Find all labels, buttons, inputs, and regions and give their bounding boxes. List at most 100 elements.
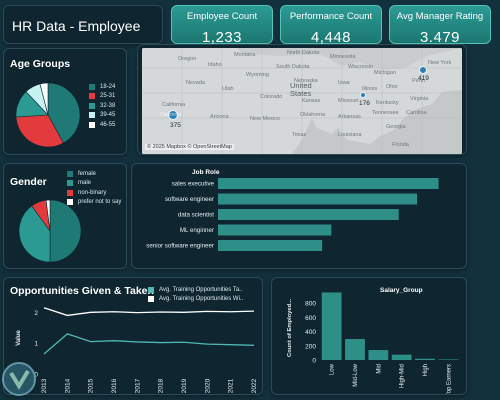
map-attribution[interactable]: © 2025 Mapbox © OpenStreetMap [145,144,234,150]
gender-title: Gender [10,176,47,188]
map-state-label: Ohio [386,84,398,90]
legend-swatch [67,199,73,206]
pie-slice-46-55[interactable] [39,83,49,116]
map-state-label: Penn. [412,78,427,84]
pie-slice-prefer-not-to-say[interactable] [45,200,51,232]
x-tick-label: High [423,364,429,376]
job-role-bar-chart[interactable]: sales executive software engineer data sci… [132,164,466,268]
map-state-label: Carolina [406,110,427,116]
legend-item[interactable]: female [67,169,121,179]
x-tick-label: Mid-Low [353,363,359,386]
x-tick-label: 2016 [111,378,118,393]
map-marker-value: 375 [170,122,181,129]
pie-slice-female[interactable] [49,200,81,262]
legend-item[interactable]: non-binary [67,188,121,198]
pie-slice-18-24[interactable] [47,83,80,144]
pie-slice-25-31[interactable] [16,114,64,147]
salary-bar[interactable] [345,339,365,360]
series-line[interactable] [43,333,255,355]
kpi-value: 1,233 [201,29,243,46]
map-state-label: Minnesota [330,54,356,60]
opportunities-panel: Opportunities Given & Taken Avg. Trainin… [3,277,263,395]
legend-item[interactable]: 25-31 [89,92,115,102]
legend-swatch [89,93,95,100]
map-state-label: California [162,102,186,108]
salary-bar[interactable] [438,359,459,360]
x-tick-label: 2015 [88,378,95,393]
kpi-label: Avg Manager Rating [396,11,484,22]
map-state-label: North Dakota [287,50,320,56]
map-marker-new-york[interactable] [419,66,427,74]
map-state-label: Virginia [410,96,429,102]
x-tick-label: 2020 [204,378,211,393]
job-role-label: ML enginner [180,227,214,234]
kpi-avg-manager-rating[interactable]: Avg Manager Rating 3.479 [389,5,491,46]
map-state-label: Wyoming [246,72,269,78]
job-role-bar[interactable] [218,240,323,251]
legend-item[interactable]: 46-55 [89,120,115,130]
kpi-label: Employee Count [186,11,258,22]
kpi-performance-count[interactable]: Performance Count 4,448 [280,5,382,46]
legend-item[interactable]: 18-24 [89,82,115,92]
job-role-bar[interactable] [218,178,439,189]
salary-bar[interactable] [321,292,342,360]
legend-item[interactable]: 32-38 [89,101,115,111]
y-tick-label: 400 [305,329,316,336]
legend-swatch [89,121,95,128]
legend-item[interactable]: Avg. Training Opportunities Ta.. [148,285,243,295]
x-tick-label: Mid [376,364,382,374]
map-state-label: Wisconsin [348,64,374,70]
age-groups-pie-chart[interactable] [16,83,80,147]
y-tick-label: 200 [305,343,316,350]
map-state-label: New Mexico [250,116,280,122]
gender-pie-chart[interactable] [19,200,81,262]
legend-swatch [148,296,154,303]
job-role-panel: Job Role sales executive software enginee… [131,163,467,269]
job-role-label: senior software engineer [146,243,214,250]
map-state-label: Louisiana [338,132,362,138]
job-role-title: Job Role [192,169,220,176]
job-role-bar[interactable] [218,224,332,236]
x-tick-label: Low [330,363,336,375]
kpi-label: Performance Count [289,11,373,22]
job-role-label: data scientist [178,212,214,219]
opportunities-line-chart[interactable]: 0 1 2 Value 2013 2014 2015 2016 2017 2018 2019 2020… [4,278,262,394]
map-state-label: Arizona [210,114,229,120]
y-tick-label: 1 [34,341,38,348]
legend-item[interactable]: Avg. Training Opportunities Wi.. [148,295,243,305]
legend-swatch [67,189,73,196]
x-tick-label: High-Mid [400,364,406,388]
salary-bar[interactable] [391,354,412,360]
job-role-bar[interactable] [218,209,399,220]
y-tick-label: 600 [305,315,316,322]
pie-slice-male[interactable] [19,205,51,262]
legend-item[interactable]: male [67,179,121,189]
opportunities-legend: Avg. Training Opportunities Ta.. Avg. Tra… [148,285,243,304]
salary-bar-chart[interactable]: 0 200 400 600 800 Count of Employed... Low Mid-… [272,278,466,394]
logo-icon [2,362,36,396]
y-tick-label: 800 [305,301,316,308]
salary-bar[interactable] [368,350,389,360]
map-state-label: Colorado [260,94,283,100]
legend-item[interactable]: prefer not to say [67,198,121,208]
legend-label: male [78,180,92,187]
map-marker-california[interactable] [168,110,178,120]
salary-bar[interactable] [415,358,435,360]
us-map[interactable]: Oregon Idaho Montana North Dakota Minnes… [142,48,462,154]
legend-swatch [89,83,95,90]
country-label: United States [290,81,312,98]
map-marker-illinois[interactable] [360,92,366,98]
salary-panel: Salary_Group 0 200 400 600 800 Count of Emplo… [271,277,467,395]
age-groups-title: Age Groups [10,58,71,70]
y-tick-label: 0 [312,358,316,365]
map-state-label: Missouri [338,98,359,104]
job-role-bar[interactable] [218,193,418,205]
kpi-employee-count[interactable]: Employee Count 1,233 [171,5,273,46]
map-state-label: Oregon [178,56,197,62]
series-line[interactable] [43,307,255,317]
legend-item[interactable]: 39-45 [89,111,115,121]
y-tick-label: 0 [34,372,38,379]
legend-label: prefer not to say [78,199,122,206]
map-state-label: Kansas [302,98,321,104]
x-tick-label: 2021 [228,378,235,393]
